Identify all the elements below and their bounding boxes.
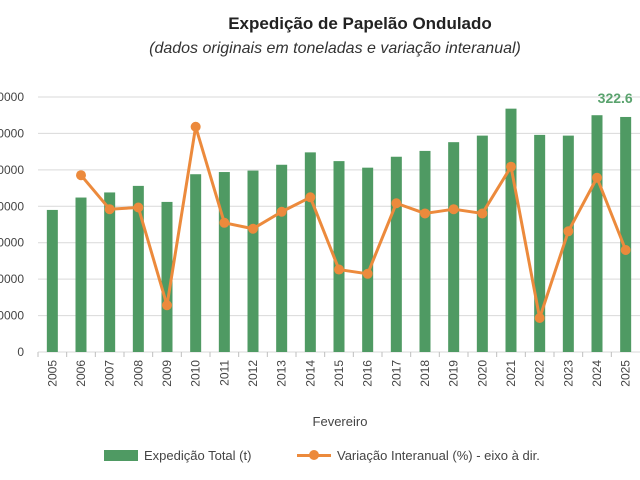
- x-tick-label: 2024: [590, 360, 604, 387]
- bar: [161, 201, 173, 352]
- bar: [390, 156, 402, 352]
- line-point: [162, 300, 172, 311]
- line-point: [133, 202, 144, 213]
- line-point: [506, 161, 516, 172]
- x-tick-label: 2010: [189, 360, 203, 387]
- line-point: [76, 170, 86, 181]
- line-point: [620, 245, 631, 255]
- y-tick-label: 0000: [0, 236, 24, 250]
- bar: [46, 209, 58, 352]
- legend-swatch-line: [297, 450, 331, 461]
- line-point: [248, 223, 258, 234]
- line-point: [104, 204, 115, 215]
- bar: [505, 108, 517, 353]
- line-point: [190, 121, 201, 132]
- bar: [591, 115, 603, 352]
- line-point: [448, 204, 459, 215]
- legend-item-bar: Expedição Total (t): [104, 448, 251, 463]
- line-point: [334, 264, 344, 275]
- x-tick-label: 2022: [533, 360, 547, 387]
- x-tick-label: 2005: [45, 360, 59, 387]
- y-tick-label: 0000: [0, 199, 24, 213]
- chart-title: Expedição de Papelão Ondulado: [228, 14, 492, 33]
- line-point: [276, 206, 287, 217]
- bar: [562, 135, 574, 352]
- bar: [476, 135, 488, 352]
- line-point: [305, 192, 316, 203]
- legend-item-line: Variação Interanual (%) - eixo à dir.: [297, 448, 540, 463]
- bar: [333, 161, 345, 352]
- data-label: 322.6: [598, 90, 633, 106]
- x-tick-label: 2012: [246, 360, 260, 387]
- line-series: [79, 125, 628, 320]
- bar: [218, 172, 230, 352]
- x-tick-label: 2021: [504, 360, 518, 387]
- y-tick-label: 0000: [0, 309, 24, 323]
- y-tick-label: 0000: [0, 163, 24, 177]
- legend-swatch-bar: [104, 450, 138, 461]
- x-tick-label: 2017: [389, 360, 403, 387]
- line-point: [592, 172, 602, 183]
- x-tick-label: 2008: [131, 360, 145, 387]
- y-tick-label: 0000: [0, 90, 24, 104]
- x-tick-label: 2006: [74, 360, 88, 387]
- x-tick-label: 2020: [475, 360, 489, 387]
- x-tick-label: 2025: [619, 360, 633, 387]
- bar: [75, 197, 87, 352]
- x-tick-label: 2013: [275, 360, 289, 387]
- bar: [419, 150, 431, 352]
- x-tick-label: 2009: [160, 360, 174, 387]
- line-point: [420, 208, 430, 219]
- line-point: [391, 198, 402, 209]
- y-tick-label: 0000: [0, 272, 24, 286]
- line-point: [534, 313, 545, 323]
- line-point: [362, 268, 373, 279]
- x-tick-label: 2018: [418, 360, 432, 387]
- bar: [620, 116, 632, 352]
- bar: [247, 170, 259, 352]
- x-tick-label: 2019: [447, 360, 461, 387]
- bar: [448, 142, 460, 352]
- chart-subtitle: (dados originais em toneladas e variação…: [149, 40, 521, 57]
- x-tick-label: 2015: [332, 360, 346, 387]
- bar: [362, 167, 374, 352]
- line-point: [477, 208, 488, 219]
- x-axis-label: Fevereiro: [313, 414, 368, 429]
- line-point: [563, 226, 574, 237]
- x-tick-label: 2023: [561, 360, 575, 387]
- legend-label-line: Variação Interanual (%) - eixo à dir.: [337, 448, 540, 463]
- bar: [304, 152, 316, 352]
- x-tick-label: 2016: [361, 360, 375, 387]
- x-tick-label: 2011: [217, 360, 231, 386]
- bar: [276, 164, 288, 352]
- y-tick-label: 0: [17, 345, 24, 359]
- y-tick-label: 0000: [0, 126, 24, 140]
- bar: [104, 192, 116, 352]
- x-tick-label: 2007: [103, 360, 117, 387]
- bar: [534, 134, 546, 352]
- bar: [190, 174, 202, 352]
- legend: Expedição Total (t) Variação Interanual …: [0, 448, 640, 468]
- legend-label-bar: Expedição Total (t): [144, 448, 252, 463]
- line-point: [219, 217, 230, 228]
- bar: [132, 185, 144, 352]
- x-tick-label: 2014: [303, 360, 317, 387]
